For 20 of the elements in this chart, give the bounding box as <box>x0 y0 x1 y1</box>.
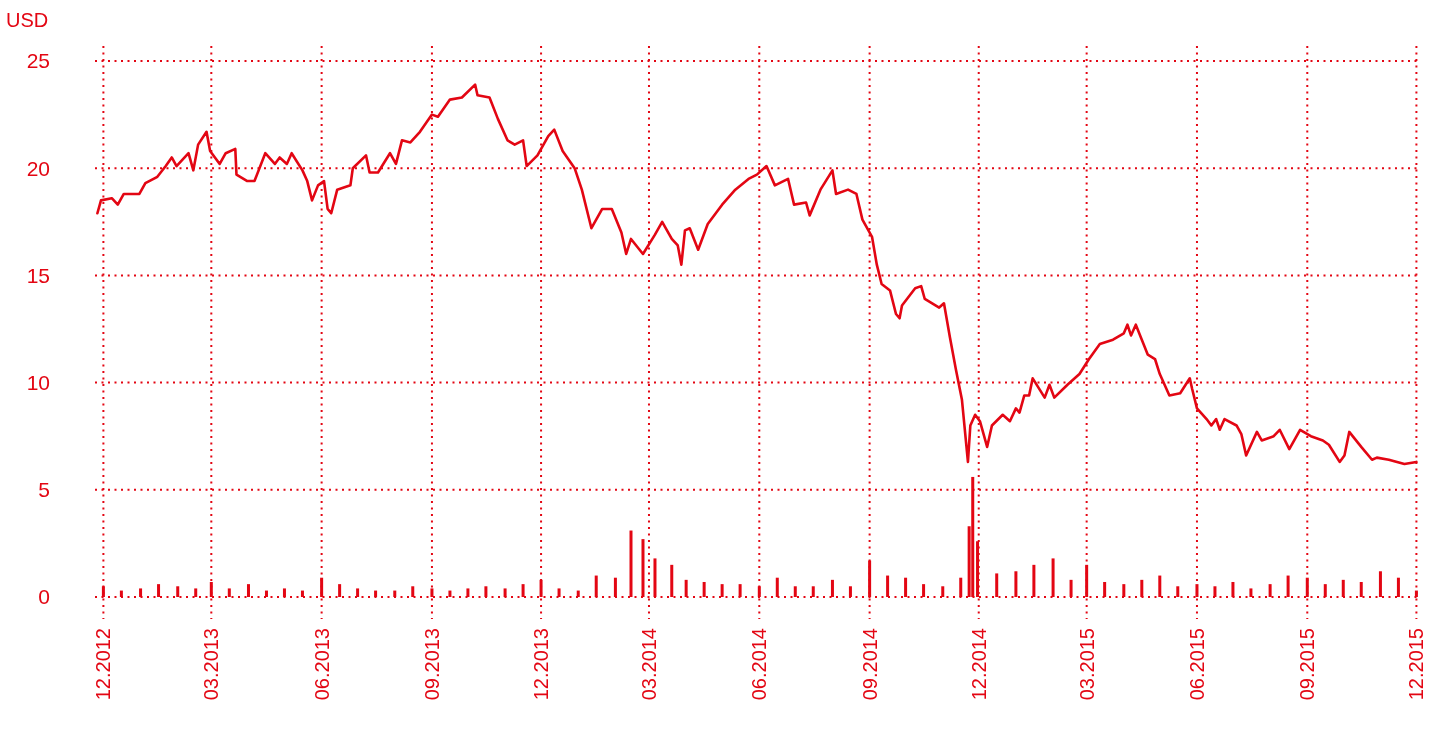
y-tick-label: 20 <box>26 156 50 180</box>
y-tick-label: 25 <box>26 49 50 73</box>
x-tick-label: 06.2014 <box>748 628 771 701</box>
x-tick-label: 03.2015 <box>1075 628 1098 701</box>
x-tick-label: 06.2013 <box>310 628 333 701</box>
x-tick-label: 09.2015 <box>1296 628 1319 701</box>
x-tick-label: 03.2013 <box>200 628 223 701</box>
x-tick-label: 03.2014 <box>637 628 660 701</box>
y-tick-label: 5 <box>38 478 50 502</box>
y-tick-label: 15 <box>26 263 50 287</box>
y-axis-title: USD <box>6 9 49 31</box>
x-tick-label: 12.2012 <box>92 628 115 701</box>
y-tick-label: 10 <box>26 370 50 394</box>
x-tick-label: 12.2015 <box>1405 628 1428 701</box>
y-tick-label: 0 <box>38 585 50 609</box>
x-tick-label: 09.2014 <box>858 628 881 701</box>
x-tick-label: 09.2013 <box>420 628 443 701</box>
x-tick-label: 12.2013 <box>530 628 553 701</box>
x-tick-label: 06.2015 <box>1185 628 1208 701</box>
x-tick-label: 12.2014 <box>967 628 990 701</box>
